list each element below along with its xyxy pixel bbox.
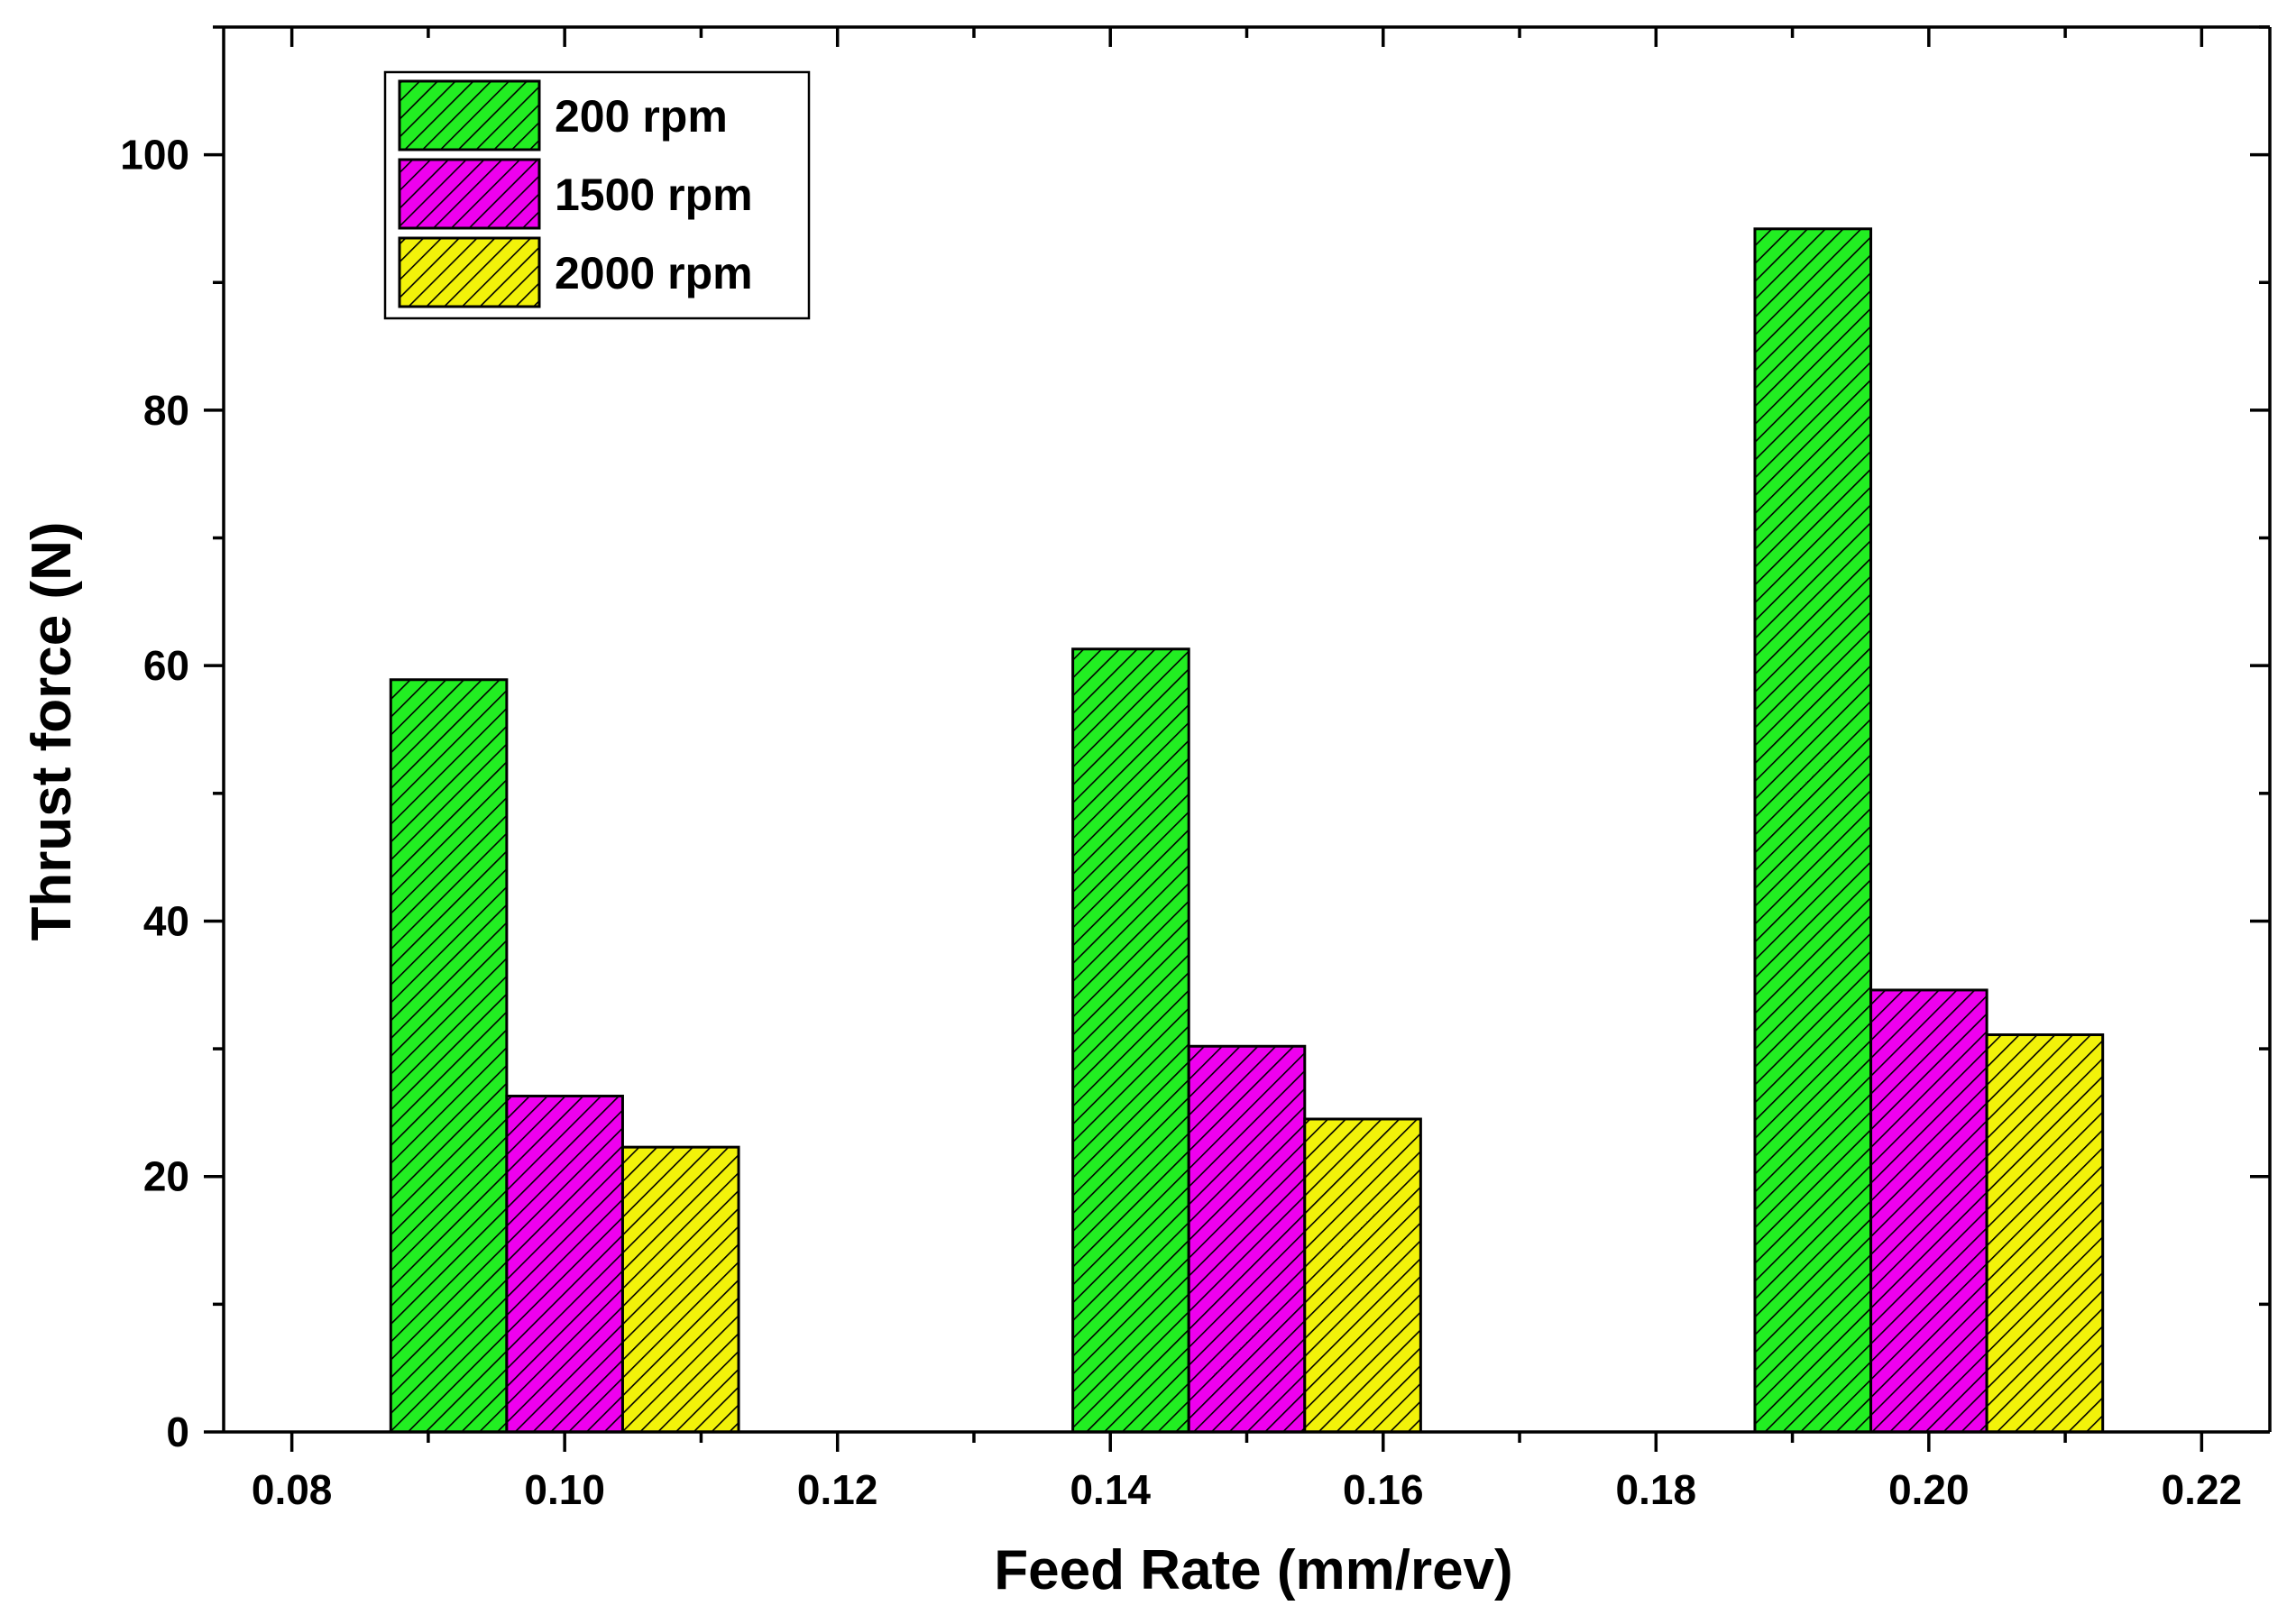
legend-swatch-2000-rpm (398, 236, 541, 308)
bars-layer (389, 227, 2105, 1434)
bar-1500-rpm-0.2 (1869, 988, 1988, 1434)
legend-swatch-200-rpm (398, 79, 541, 151)
y-tick-label: 80 (143, 387, 189, 434)
bar-1500-rpm-0.1 (505, 1094, 624, 1434)
legend-swatch-1500-rpm (398, 158, 541, 230)
x-axis-title: Feed Rate (mm/rev) (994, 1539, 1512, 1601)
y-axis-title: Thrust force (N) (21, 522, 83, 941)
x-tick-label: 0.08 (252, 1466, 333, 1513)
y-tick-label: 60 (143, 642, 189, 689)
x-tick-label: 0.14 (1070, 1466, 1151, 1513)
y-tick-label: 0 (166, 1409, 189, 1455)
x-tick-label: 0.22 (2162, 1466, 2243, 1513)
bar-200-rpm-0.2 (1753, 227, 1873, 1434)
bar-2000-rpm-0.1 (620, 1145, 740, 1434)
bar-200-rpm-0.1 (389, 678, 509, 1434)
x-tick-label: 0.10 (524, 1466, 605, 1513)
bar-200-rpm-0.15 (1071, 647, 1190, 1434)
x-tick-label: 0.12 (797, 1466, 878, 1513)
y-tick-label: 100 (120, 132, 189, 179)
axes-layer: 0.08 0.10 0.12 0.14 0.16 0.18 0.20 0.22 0 20 40 60 8… (120, 25, 2272, 1513)
legend: 200 rpm 1500 rpm 2000 rpm (383, 70, 811, 320)
x-tick-label: 0.16 (1343, 1466, 1424, 1513)
bar-1500-rpm-0.15 (1187, 1044, 1307, 1434)
bar-2000-rpm-0.15 (1303, 1117, 1422, 1434)
x-tick-label: 0.18 (1616, 1466, 1697, 1513)
legend-label-2000-rpm: 2000 rpm (555, 248, 753, 298)
bar-2000-rpm-0.2 (1985, 1033, 2105, 1434)
y-tick-label: 40 (143, 897, 189, 944)
legend-label-200-rpm: 200 rpm (555, 91, 728, 142)
legend-label-1500-rpm: 1500 rpm (555, 170, 753, 220)
y-tick-label: 20 (143, 1153, 189, 1200)
x-tick-label: 0.20 (1888, 1466, 1970, 1513)
